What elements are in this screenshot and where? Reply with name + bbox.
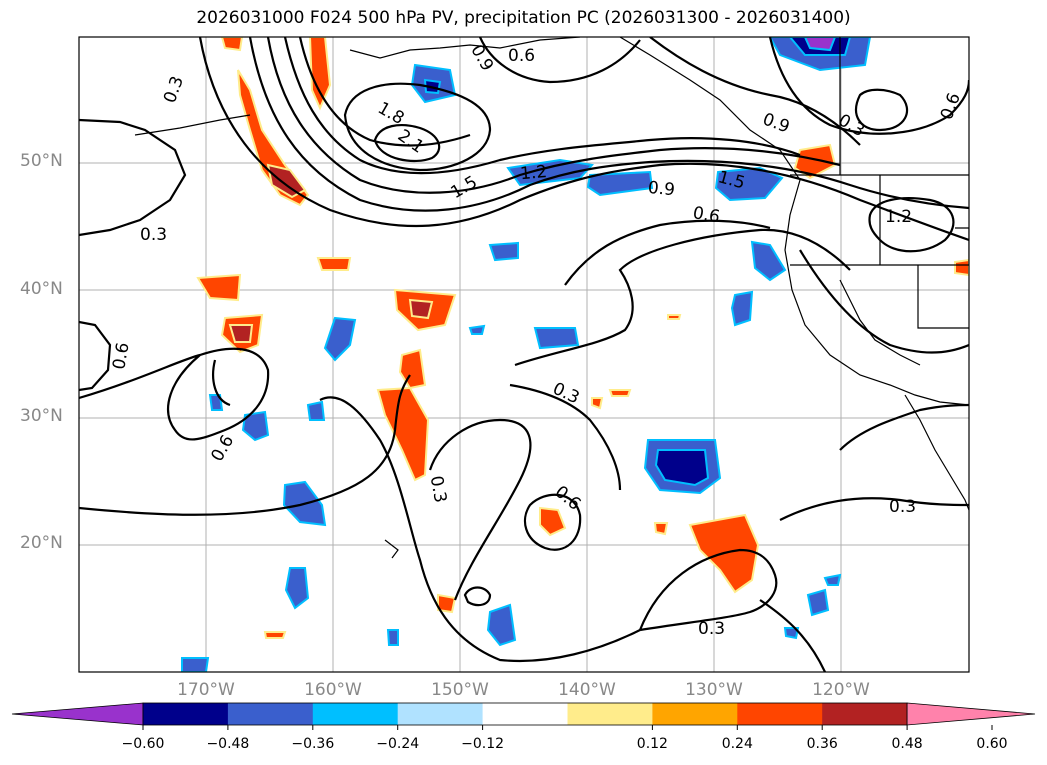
lon-tick-label: 170°W: [177, 680, 235, 700]
colorbar-tick-label: −0.60: [121, 736, 165, 752]
colorbar-bin: [482, 703, 568, 725]
lon-tick-label: 150°W: [431, 680, 489, 700]
precip-positive-areas: [196, 37, 969, 639]
colorbar-tick-label: 0.60: [976, 736, 1008, 752]
colorbar-frame: [142, 702, 908, 726]
colorbar-bin: [737, 703, 823, 725]
map-frame: [78, 36, 970, 673]
pv-contours: [79, 37, 969, 672]
colorbar-tick-label: −0.36: [291, 736, 335, 752]
colorbar-bin: [567, 703, 653, 725]
colorbar-tick-label: −0.48: [206, 736, 250, 752]
contour-label: 0.6: [691, 203, 721, 227]
contour-label: 0.3: [889, 497, 916, 517]
colorbar-tick-label: −0.12: [461, 736, 505, 752]
lat-tick-label: 20°N: [20, 533, 63, 553]
contour-label: 1.2: [885, 207, 912, 227]
colorbar-tick-label: 0.24: [721, 736, 753, 752]
colorbar-tick-label: −0.24: [376, 736, 420, 752]
contour-label: 1.2: [519, 162, 548, 184]
lon-tick-label: 140°W: [558, 680, 616, 700]
contour-label: 0.6: [109, 341, 133, 371]
colorbar: [11, 702, 1036, 730]
colorbar-bin: [143, 703, 229, 725]
lon-tick-label: 130°W: [685, 680, 743, 700]
colorbar-tick-label: 0.12: [636, 736, 668, 752]
colorbar-extend-max: [906, 702, 1036, 726]
colorbar-bin: [227, 703, 314, 725]
contour-label: 0.3: [426, 474, 450, 504]
lat-tick-label: 40°N: [20, 279, 63, 299]
lon-tick-label: 120°W: [812, 680, 870, 700]
colorbar-extend-min: [11, 702, 144, 726]
lon-tick-label: 160°W: [304, 680, 362, 700]
colorbar-bin: [822, 703, 908, 725]
colorbar-bin: [397, 703, 484, 725]
colorbar-tick-label: 0.48: [891, 736, 923, 752]
lat-tick-label: 50°N: [20, 151, 63, 171]
contour-label: 0.3: [140, 225, 167, 245]
map-canvas: 0.3 0.9 0.6 1.8 2.1 1.5 1.2 0.9 0.6 1.5 …: [78, 36, 970, 673]
colorbar-bin: [312, 703, 399, 725]
lat-tick-label: 30°N: [20, 406, 63, 426]
contour-label: 0.6: [508, 46, 535, 66]
colorbar-bin: [652, 703, 738, 725]
map-title: 2026031000 F024 500 hPa PV, precipitatio…: [196, 8, 851, 28]
colorbar-tick-label: 0.36: [806, 736, 838, 752]
contour-label: 0.3: [698, 619, 725, 639]
contour-label: 0.9: [647, 178, 676, 200]
